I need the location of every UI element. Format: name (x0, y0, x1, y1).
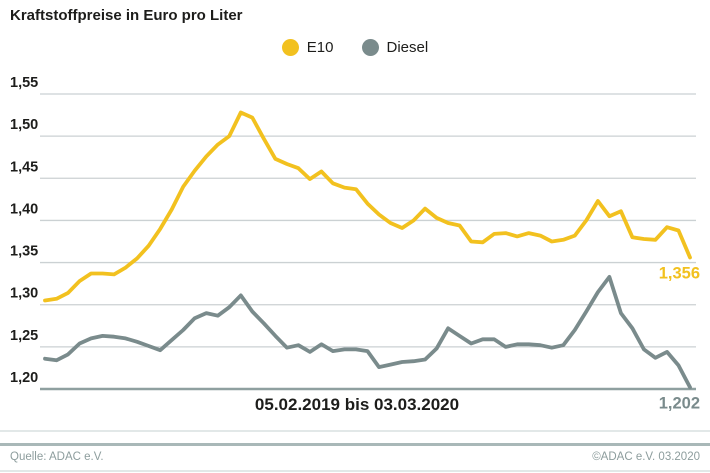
y-tick-label-1,20: 1,20 (10, 370, 38, 386)
footer: Quelle: ADAC e.V. ©ADAC e.V. 03.2020 (0, 451, 710, 463)
y-tick-label-1,35: 1,35 (10, 244, 38, 260)
legend-label-diesel: Diesel (386, 39, 429, 56)
end-value-label-e10: 1,356 (659, 265, 700, 283)
y-tick-label-1,40: 1,40 (10, 201, 38, 217)
legend-item-e10: E10 (281, 39, 334, 56)
y-tick-label-1,25: 1,25 (10, 328, 38, 344)
fuel-price-line-chart: 1,55 1,50 1,45 1,40 1,35 1,30 1,25 1,20 1,356 1,2… (10, 75, 700, 414)
end-value-label-diesel: 1,202 (659, 394, 700, 412)
legend-label-e10: E10 (306, 39, 334, 56)
y-tick-label-1,55: 1,55 (10, 75, 38, 91)
chart-legend: E10 Diesel (0, 39, 710, 56)
source-label: Quelle: ADAC e.V. (10, 451, 104, 463)
copyright-label: ©ADAC e.V. 03.2020 (592, 451, 700, 463)
x-axis-range-label: 05.02.2019 bis 03.03.2020 (255, 395, 459, 414)
e10-series-swatch-icon (281, 39, 299, 56)
footer-divider-thick (0, 443, 710, 446)
series-line-e10 (43, 110, 692, 303)
footer-divider-thin-bottom (0, 470, 710, 472)
footer-divider-thin-top (0, 430, 710, 432)
y-tick-label-1,30: 1,30 (10, 286, 38, 302)
y-tick-label-1,45: 1,45 (10, 159, 38, 175)
y-tick-label-1,50: 1,50 (10, 117, 38, 133)
series-line-diesel (43, 274, 692, 390)
legend-item-diesel: Diesel (361, 39, 429, 56)
diesel-series-swatch-icon (361, 39, 379, 56)
page-title: Kraftstoffpreise in Euro pro Liter (10, 7, 243, 24)
